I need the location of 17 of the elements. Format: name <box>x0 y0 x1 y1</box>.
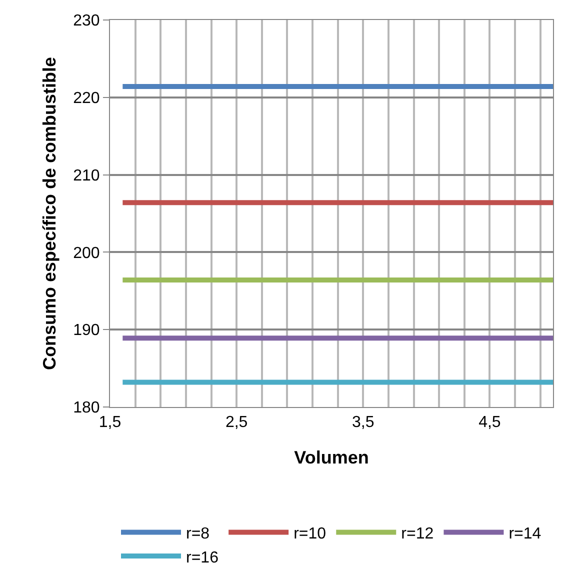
legend-label: r=16 <box>186 549 219 566</box>
y-tick-label: 220 <box>73 90 100 107</box>
y-tick-label: 190 <box>73 322 100 340</box>
y-axis-title: Consumo específico de combustible <box>39 56 60 370</box>
x-tick-label: 3,5 <box>352 414 374 432</box>
legend-label: r=8 <box>186 526 210 542</box>
y-tick-label: 230 <box>73 12 100 30</box>
legend-label: r=10 <box>294 526 326 542</box>
x-tick-label: 4,5 <box>478 414 501 432</box>
y-tick-label: 210 <box>73 167 100 184</box>
y-tick-label: 200 <box>73 244 100 262</box>
y-tick-label: 180 <box>73 400 100 417</box>
legend-label: r=12 <box>401 526 434 542</box>
x-axis-title: Volumen <box>294 447 369 468</box>
legend-label: r=14 <box>508 526 542 542</box>
x-tick-label: 1,5 <box>98 414 122 432</box>
x-tick-label: 2,5 <box>225 414 248 432</box>
